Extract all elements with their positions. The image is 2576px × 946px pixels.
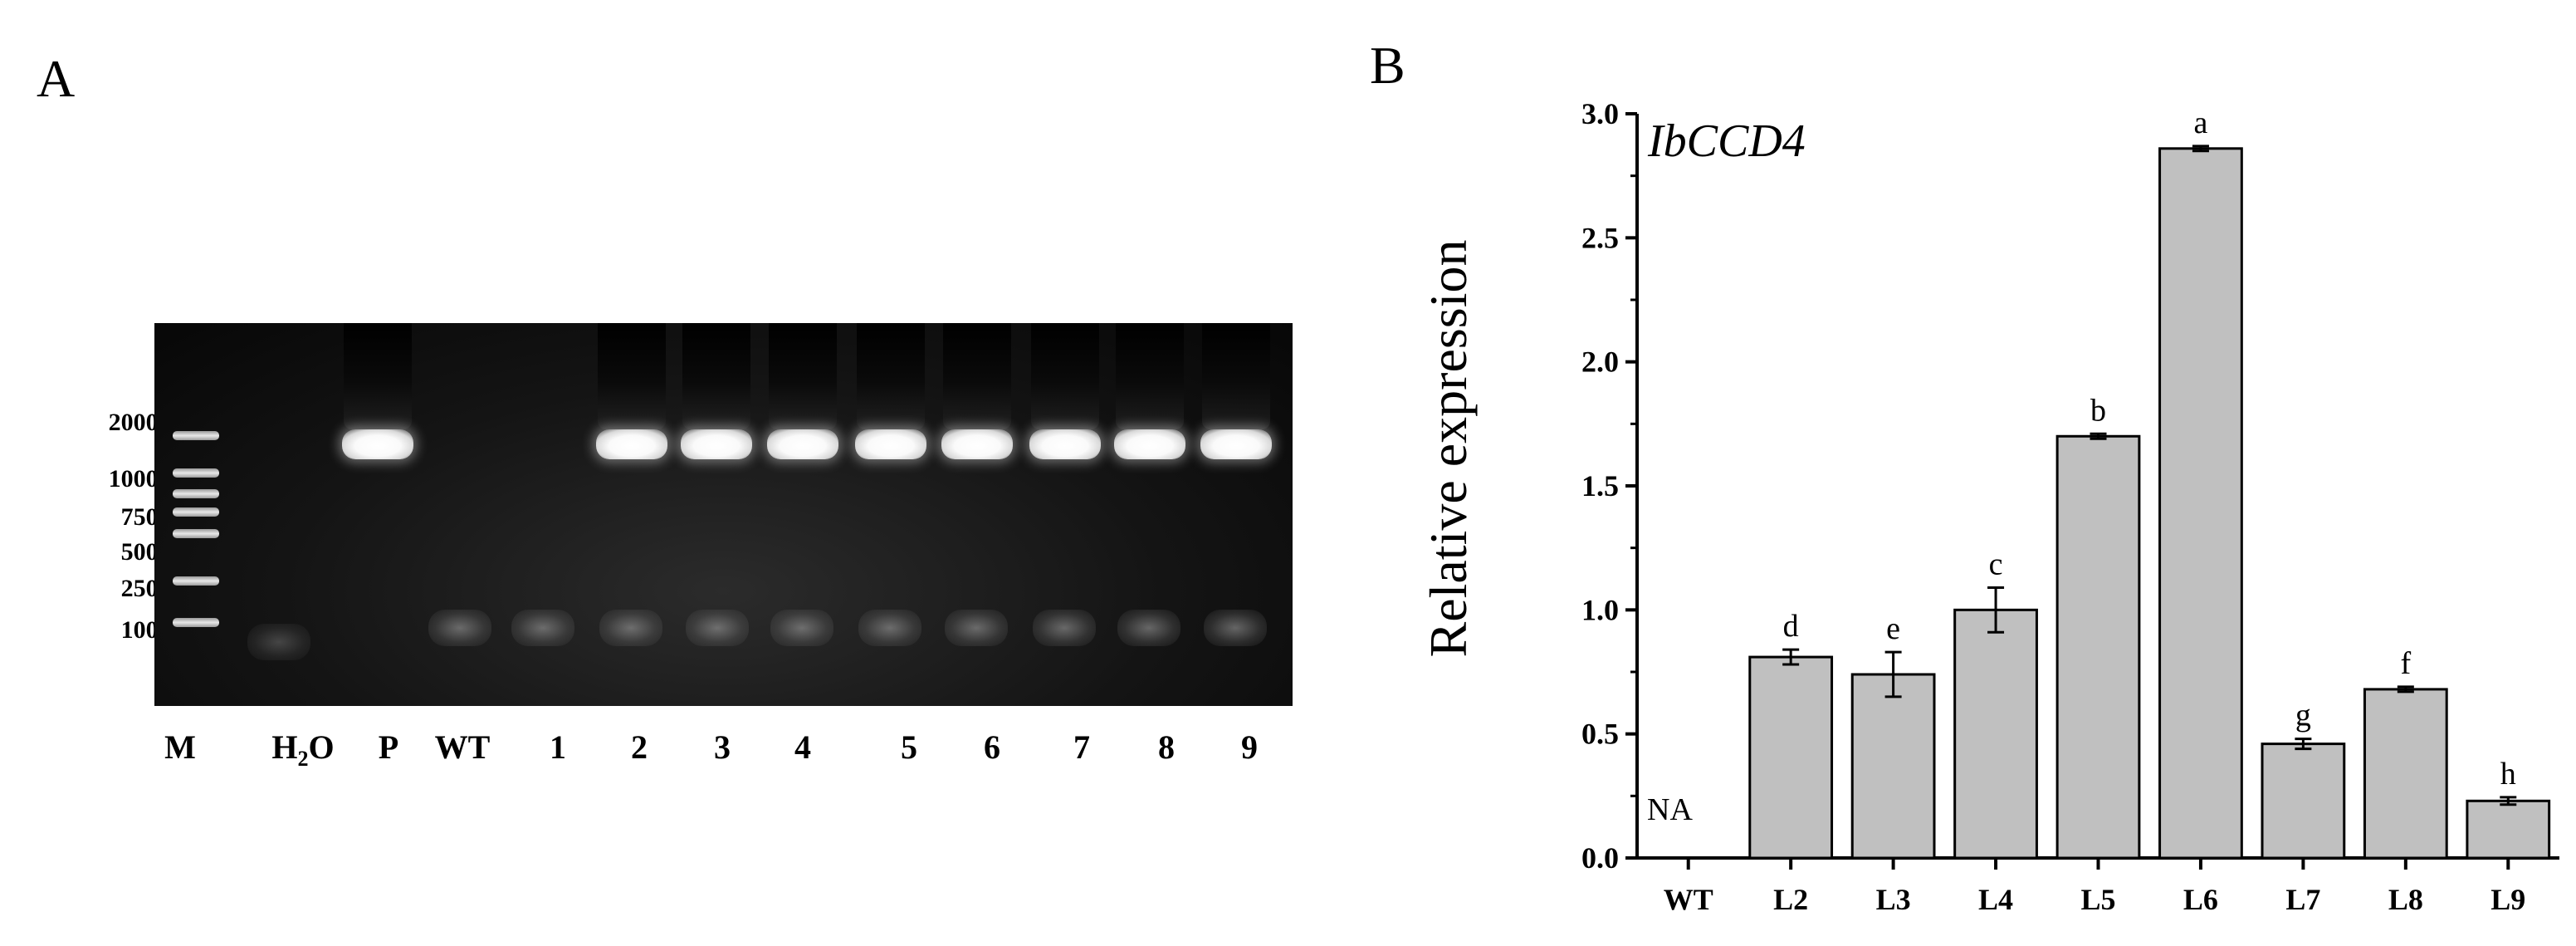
na-label: NA: [1647, 792, 1693, 827]
agarose-gel-image: [154, 323, 1293, 706]
ladder-band: [173, 576, 219, 586]
x-tick-label: L7: [2285, 883, 2320, 916]
lane-label-3: 3: [714, 728, 731, 766]
significance-letter: e: [1886, 611, 1900, 646]
y-tick-label: 0.0: [1581, 841, 1619, 875]
bar-chart-svg: 0.0 0.5 1.0 1.5 2.0 2.5 3.0 WT L2 d L3 e L4 c L5 b L6 a L7…: [1581, 97, 2559, 916]
significance-letter: d: [1783, 609, 1799, 644]
significance-letter: b: [2090, 393, 2106, 428]
significance-letter: c: [1989, 547, 2003, 581]
lane-label-4: 4: [794, 728, 811, 766]
well-streak: [1031, 323, 1099, 429]
primer-smear: [599, 610, 662, 646]
ladder-band: [173, 618, 219, 627]
bar: [2363, 688, 2448, 860]
pcr-band-6: [941, 429, 1013, 459]
well-streak: [943, 323, 1011, 429]
bar: [2055, 434, 2141, 860]
primer-smear: [686, 610, 749, 646]
primer-smear: [511, 610, 574, 646]
gene-label: IbCCD4: [1648, 115, 1806, 167]
primer-smear: [247, 624, 310, 660]
panel-a-letter: A: [37, 49, 76, 108]
well-streak: [682, 323, 750, 429]
x-tick-label: L4: [1978, 883, 2013, 916]
primer-smear: [1033, 610, 1096, 646]
primer-smear: [428, 610, 491, 646]
primer-smear: [1204, 610, 1267, 646]
significance-letter: h: [2500, 757, 2516, 792]
panel-b-letter: B: [1370, 36, 1405, 95]
x-tick-label: L9: [2490, 883, 2525, 916]
x-tick-label: L8: [2388, 883, 2423, 916]
ladder-band: [173, 507, 219, 517]
ladder-band: [173, 489, 219, 498]
well-streak: [1202, 323, 1270, 429]
ladder-band: [173, 431, 219, 440]
significance-letter: f: [2401, 646, 2412, 681]
lane-label-m: M: [164, 728, 196, 766]
pcr-band-4: [767, 429, 838, 459]
pcr-band-3: [681, 429, 752, 459]
significance-letter: g: [2295, 698, 2311, 733]
lane-label-h2o: H2O: [271, 728, 335, 771]
pcr-band-8: [1114, 429, 1185, 459]
pcr-band-2: [596, 429, 667, 459]
primer-smear: [858, 610, 921, 646]
y-tick-label: 1.0: [1581, 593, 1619, 626]
pcr-band-5: [855, 429, 926, 459]
ladder-band: [173, 468, 219, 478]
lane-label-wt: WT: [434, 728, 491, 766]
lane-label-5: 5: [901, 728, 917, 766]
y-tick-label: 2.0: [1581, 346, 1619, 379]
relative-expression-chart: 0.0 0.5 1.0 1.5 2.0 2.5 3.0 WT L2 d L3 e L4 c L5 b L6 a L7…: [1361, 0, 2576, 946]
x-tick-label: L6: [2183, 883, 2218, 916]
lane-label-6: 6: [984, 728, 1000, 766]
x-tick-label: L3: [1876, 883, 1911, 916]
lane-label-2: 2: [631, 728, 648, 766]
bar: [1748, 655, 1834, 860]
y-tick-label: 0.5: [1581, 718, 1619, 751]
x-tick-label: L5: [2080, 883, 2115, 916]
significance-letter: a: [2194, 105, 2208, 140]
primer-smear: [1117, 610, 1180, 646]
x-tick-label: WT: [1664, 883, 1713, 916]
primer-smear: [770, 610, 833, 646]
ladder-band: [173, 529, 219, 538]
lane-label-7: 7: [1073, 728, 1090, 766]
y-axis-title: Relative expression: [1419, 239, 1478, 658]
well-streak: [1116, 323, 1184, 429]
lane-label-8: 8: [1158, 728, 1175, 766]
pcr-band-p: [342, 429, 413, 459]
x-tick-label: L2: [1773, 883, 1808, 916]
bar: [1850, 673, 1936, 860]
well-streak: [857, 323, 925, 429]
bar: [2466, 799, 2551, 860]
pcr-band-9: [1200, 429, 1272, 459]
y-tick-label: 2.5: [1581, 221, 1619, 254]
bar: [2158, 147, 2243, 860]
lane-label-p: P: [378, 728, 399, 766]
primer-smear: [945, 610, 1008, 646]
lane-label-9: 9: [1241, 728, 1258, 766]
well-streak: [598, 323, 666, 429]
well-streak: [344, 323, 412, 429]
y-tick-label: 1.5: [1581, 469, 1619, 502]
y-tick-label: 3.0: [1581, 97, 1619, 130]
bar: [2261, 743, 2346, 860]
pcr-band-7: [1029, 429, 1101, 459]
lane-label-1: 1: [550, 728, 566, 766]
bar: [1953, 608, 2038, 860]
well-streak: [769, 323, 837, 429]
